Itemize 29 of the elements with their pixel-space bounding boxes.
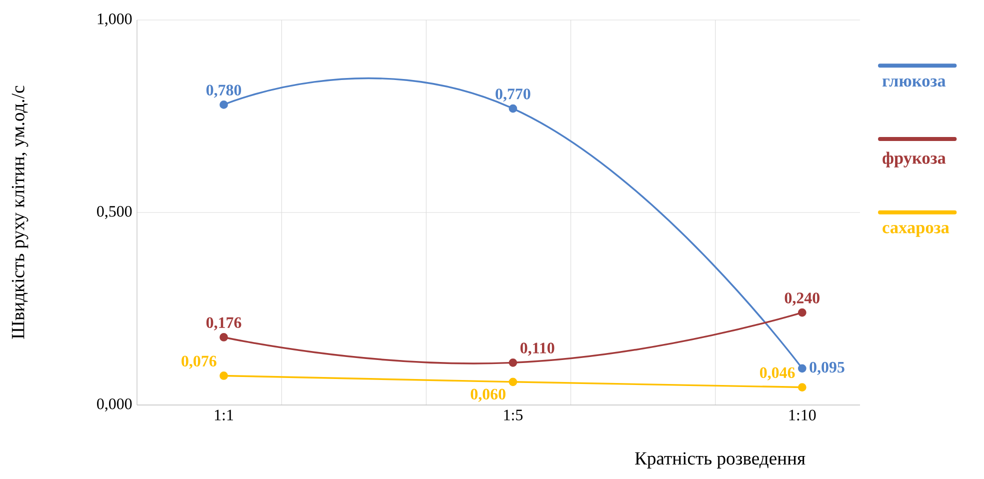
legend-label: фрукоза bbox=[882, 152, 946, 168]
y-tick-label: 0,500 bbox=[97, 206, 132, 220]
x-tick-label: 1:1 bbox=[214, 410, 233, 420]
x-tick-label: 1:10 bbox=[789, 410, 816, 421]
data-label: 0,060 bbox=[470, 388, 506, 402]
data-label: 0,176 bbox=[206, 317, 242, 330]
y-axis-title: Швидкість руху клітин, ум.од./с bbox=[12, 86, 28, 339]
point bbox=[508, 104, 518, 113]
x-tick-label: 1:5 bbox=[504, 410, 523, 420]
legend-label: глюкоза bbox=[882, 78, 946, 87]
data-label: 0,046 bbox=[760, 367, 795, 380]
legend-label: сахароза bbox=[882, 225, 950, 237]
data-label: 0,240 bbox=[784, 292, 820, 306]
point bbox=[508, 358, 518, 367]
point bbox=[220, 372, 228, 380]
data-label: 0,110 bbox=[520, 342, 554, 356]
point bbox=[220, 100, 228, 109]
y-tick-label: 0,000 bbox=[97, 398, 132, 412]
data-label: 0,076 bbox=[182, 356, 216, 369]
point bbox=[508, 378, 518, 386]
y-tick-label: 1,000 bbox=[98, 13, 132, 27]
data-label: 0,780 bbox=[206, 84, 242, 98]
point bbox=[220, 333, 228, 342]
data-label: 0,095 bbox=[810, 362, 844, 375]
x-axis-title: Кратність розведення bbox=[635, 452, 806, 468]
point bbox=[798, 364, 806, 373]
data-label: 0,770 bbox=[496, 88, 530, 102]
point bbox=[798, 383, 806, 392]
point bbox=[798, 308, 806, 317]
